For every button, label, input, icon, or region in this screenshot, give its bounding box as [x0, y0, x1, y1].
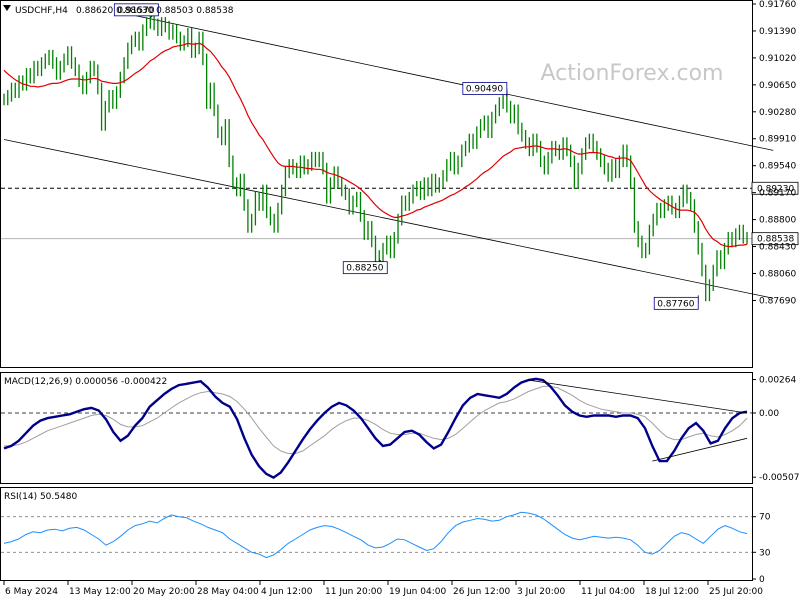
price-y-tick-label: 0.89910	[759, 135, 796, 145]
price-y-tick-label: 0.88800	[759, 216, 796, 226]
macd-y-axis: 0.00264 0.00 -0.00507	[752, 376, 799, 483]
price-y-tick-label: 0.91390	[759, 27, 796, 37]
rsi-panel-frame	[0, 487, 753, 581]
rsi-y-axis: 70 30 0	[752, 513, 771, 585]
macd-title: MACD(12,26,9) 0.000056 -0.000422	[4, 377, 167, 387]
channel-line	[3, 139, 774, 299]
macd-panel: MACD(12,26,9) 0.000056 -0.000422 0.00264…	[0, 372, 799, 484]
macd-panel-frame	[0, 372, 753, 484]
macd-signal-line	[4, 385, 748, 454]
macd-lines	[1, 377, 752, 480]
annotation-box	[462, 82, 508, 95]
price-y-tick-label: 0.91760	[759, 0, 796, 10]
watermark-text: ActionForex.com	[541, 61, 724, 86]
rsi-panel: RSI(14) 50.5480 70 30 0	[0, 487, 771, 585]
macd-y-tick-label: 0.00	[759, 409, 779, 419]
price-level-label: 0.89230	[757, 184, 794, 194]
time-tick-label: 3 Jul 20:00	[517, 587, 566, 597]
time-tick-label: 4 Jun 12:00	[261, 587, 313, 597]
price-levels: 0.89230 0.88538	[1, 181, 799, 246]
rsi-y-tick-label: 0	[759, 575, 765, 585]
time-axis: 6 May 2024 13 May 12:00 20 May 20:00 28 May…	[3, 581, 763, 597]
price-y-tick-label: 0.89540	[759, 162, 796, 172]
rsi-y-tick-label: 70	[759, 513, 771, 523]
annotation-label: 0.90490	[466, 85, 503, 95]
annotation-label: 0.87760	[657, 299, 694, 309]
price-y-tick-label: 0.90280	[759, 108, 796, 118]
time-tick-label: 11 Jul 04:00	[581, 587, 635, 597]
price-y-tick-label: 0.87690	[759, 296, 796, 306]
time-tick-label: 18 Jul 12:00	[645, 587, 699, 597]
macd-trendline	[528, 379, 748, 414]
price-level-box	[751, 232, 799, 246]
price-channel-lines	[3, 15, 774, 299]
price-level-label: 0.88538	[757, 235, 794, 245]
moving-average-line	[3, 42, 748, 248]
price-level-box	[751, 181, 799, 195]
price-annotations: 0.91570 0.90490 0.88250 0.87760	[113, 3, 699, 310]
dropdown-triangle-icon	[3, 5, 11, 11]
rsi-title: RSI(14) 50.5480	[4, 492, 77, 502]
price-y-tick-label: 0.88060	[759, 269, 796, 279]
rsi-lines	[1, 511, 752, 559]
time-tick-label: 28 May 04:00	[197, 587, 259, 597]
rsi-y-tick-label: 30	[759, 548, 771, 558]
price-y-tick-label: 0.91020	[759, 54, 796, 64]
macd-trendline	[652, 437, 748, 462]
price-y-axis: 0.91760 0.91390 0.91020 0.90650 0.90280 0.899…	[752, 0, 796, 306]
chart-ohlc-label: 0.88620 0.88630 0.88503 0.88538	[76, 6, 234, 16]
time-tick-label: 11 Jun 20:00	[325, 587, 382, 597]
macd-y-tick-label: -0.00507	[759, 473, 799, 483]
annotation-box	[113, 3, 159, 17]
macd-main-line	[3, 377, 748, 480]
time-tick-label: 26 Jun 12:00	[453, 587, 510, 597]
time-tick-label: 6 May 2024	[5, 587, 58, 597]
time-tick-label: 20 May 20:00	[133, 587, 195, 597]
annotation-label: 0.88250	[346, 264, 383, 274]
annotation-box	[653, 296, 699, 310]
rsi-line	[3, 511, 748, 559]
annotation-box	[342, 261, 388, 275]
price-y-tick-label: 0.88430	[759, 243, 796, 253]
chart-symbol-label: USDCHF,H4	[15, 6, 68, 16]
time-tick-label: 25 Jul 20:00	[709, 587, 763, 597]
time-tick-label: 13 May 12:00	[69, 587, 131, 597]
price-y-tick-label: 0.89170	[759, 189, 796, 199]
price-y-tick-label: 0.90650	[759, 81, 796, 91]
time-tick-label: 19 Jun 04:00	[389, 587, 446, 597]
price-header: USDCHF,H4 0.88620 0.88630 0.88503 0.8853…	[3, 5, 234, 16]
channel-line	[135, 15, 774, 151]
macd-y-tick-label: 0.00264	[759, 376, 796, 386]
annotation-label: 0.91570	[117, 6, 154, 16]
